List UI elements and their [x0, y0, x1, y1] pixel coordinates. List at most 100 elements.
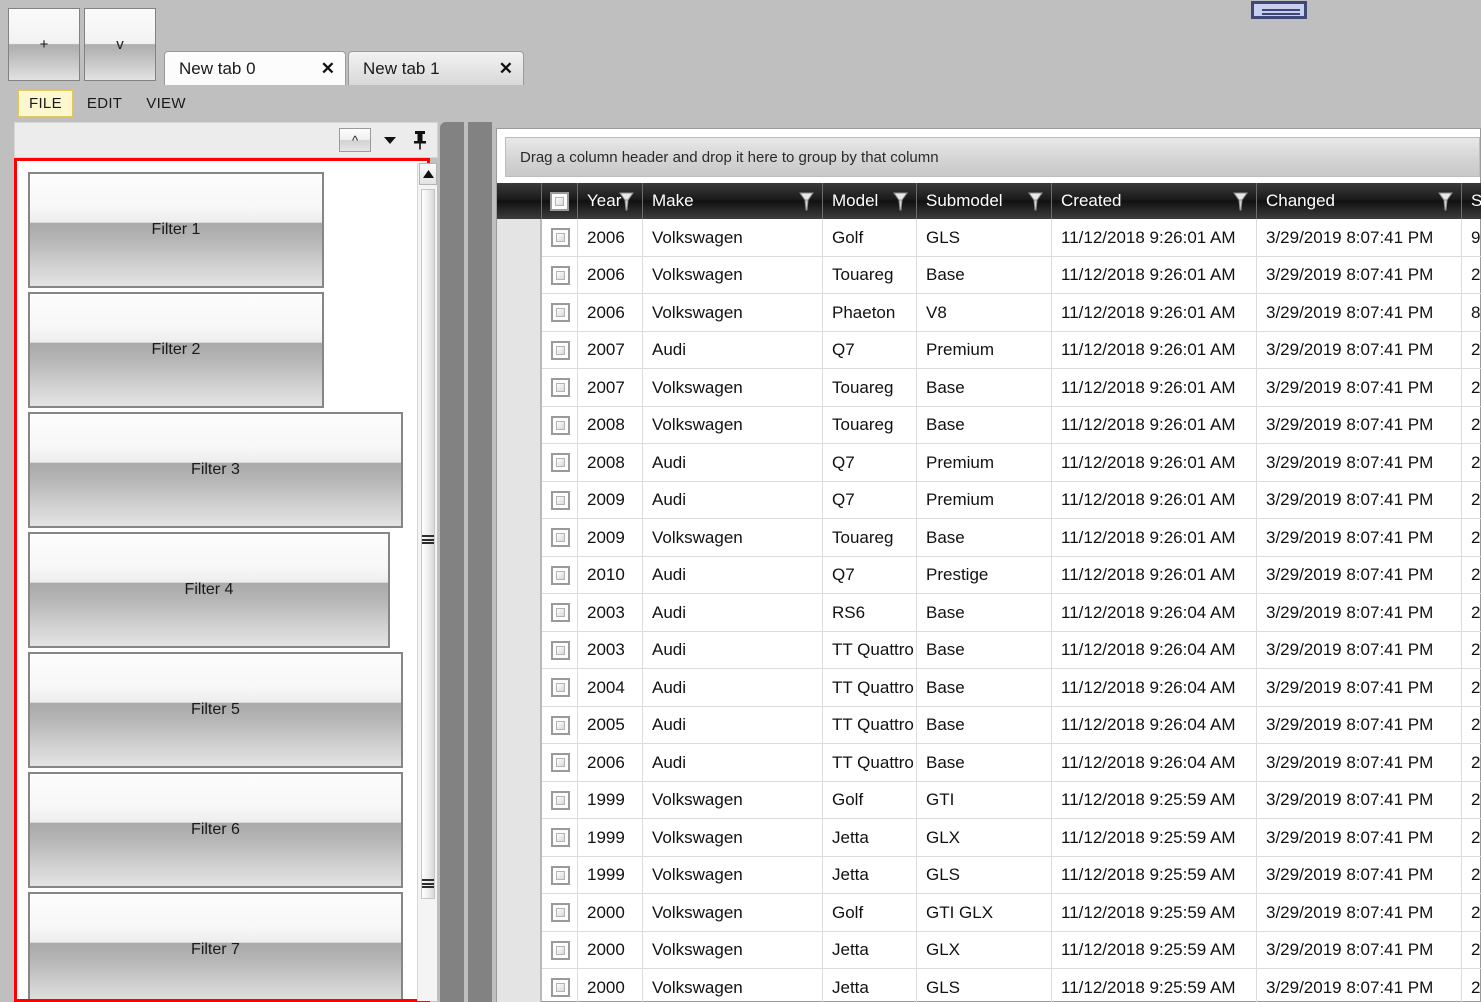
row-indicator[interactable]	[497, 631, 542, 669]
table-row[interactable]: 1999 Volkswagen Golf GTI 11/12/2018 9:25:59 …	[497, 781, 1481, 819]
menu-item-edit[interactable]: EDIT	[86, 95, 123, 112]
grid-header-select[interactable]	[542, 183, 578, 219]
splitter-left[interactable]	[440, 122, 464, 1002]
row-checkbox[interactable]	[551, 453, 570, 473]
row-indicator[interactable]	[497, 856, 542, 894]
row-indicator[interactable]	[497, 519, 542, 557]
row-indicator[interactable]	[497, 931, 542, 969]
table-row[interactable]: 2005 Audi TT Quattro Base 11/12/2018 9:26:04…	[497, 706, 1481, 744]
row-checkbox[interactable]	[551, 265, 570, 285]
row-select-cell[interactable]	[542, 669, 578, 707]
row-checkbox[interactable]	[551, 753, 570, 773]
tab-new-tab-1[interactable]: New tab 1 ✕	[348, 51, 524, 85]
filter-button-2[interactable]: Filter 2	[28, 292, 324, 408]
row-checkbox[interactable]	[551, 678, 570, 698]
row-checkbox[interactable]	[551, 490, 570, 510]
row-checkbox[interactable]	[551, 378, 570, 398]
group-by-drop-area[interactable]: Drag a column header and drop it here to…	[505, 137, 1480, 177]
row-indicator[interactable]	[497, 594, 542, 632]
grid-header-indicator[interactable]	[497, 183, 542, 219]
row-select-cell[interactable]	[542, 406, 578, 444]
row-checkbox[interactable]	[551, 228, 570, 248]
table-row[interactable]: 2003 Audi RS6 Base 11/12/2018 9:26:04 AM 3/29…	[497, 594, 1481, 632]
row-indicator[interactable]	[497, 406, 542, 444]
grid-header-changed[interactable]: Changed	[1257, 183, 1462, 219]
table-row[interactable]: 2006 Volkswagen Touareg Base 11/12/2018 9:26…	[497, 256, 1481, 294]
row-select-cell[interactable]	[542, 744, 578, 782]
menu-item-view[interactable]: VIEW	[146, 95, 186, 112]
filter-funnel-icon[interactable]	[799, 192, 814, 211]
row-select-cell[interactable]	[542, 519, 578, 557]
row-select-cell[interactable]	[542, 781, 578, 819]
table-row[interactable]: 2009 Volkswagen Touareg Base 11/12/2018 9:26…	[497, 519, 1481, 557]
table-row[interactable]: 2000 Volkswagen Jetta GLS 11/12/2018 9:25:59…	[497, 969, 1481, 1002]
row-checkbox[interactable]	[551, 715, 570, 735]
filter-panel-scrollbar[interactable]	[417, 163, 437, 1001]
row-indicator[interactable]	[497, 744, 542, 782]
row-indicator[interactable]	[497, 369, 542, 407]
row-indicator[interactable]	[497, 894, 542, 932]
row-checkbox[interactable]	[551, 903, 570, 923]
add-tab-button[interactable]: +	[8, 8, 80, 81]
row-select-cell[interactable]	[542, 931, 578, 969]
row-indicator[interactable]	[497, 556, 542, 594]
row-select-cell[interactable]	[542, 294, 578, 332]
row-indicator[interactable]	[497, 819, 542, 857]
row-indicator[interactable]	[497, 219, 542, 257]
scrollbar-thumb[interactable]	[421, 189, 435, 899]
filter-funnel-icon[interactable]	[1438, 192, 1453, 211]
grid-header-created[interactable]: Created	[1052, 183, 1257, 219]
row-select-cell[interactable]	[542, 444, 578, 482]
row-checkbox[interactable]	[551, 790, 570, 810]
filter-button-3[interactable]: Filter 3	[28, 412, 403, 528]
filter-funnel-icon[interactable]	[1233, 192, 1248, 211]
table-row[interactable]: 2008 Audi Q7 Premium 11/12/2018 9:26:01 AM 3/…	[497, 444, 1481, 482]
row-checkbox[interactable]	[551, 528, 570, 548]
row-checkbox[interactable]	[551, 865, 570, 885]
grid-header-year[interactable]: Year	[578, 183, 643, 219]
row-checkbox[interactable]	[551, 415, 570, 435]
menu-item-file[interactable]: FILE	[18, 90, 73, 117]
filter-button-4[interactable]: Filter 4	[28, 532, 390, 648]
row-checkbox[interactable]	[551, 340, 570, 360]
select-all-checkbox[interactable]	[550, 191, 569, 211]
table-row[interactable]: 1999 Volkswagen Jetta GLX 11/12/2018 9:25:59…	[497, 819, 1481, 857]
row-checkbox[interactable]	[551, 828, 570, 848]
chevron-down-icon[interactable]	[381, 136, 399, 144]
table-row[interactable]: 2007 Volkswagen Touareg Base 11/12/2018 9:26…	[497, 369, 1481, 407]
close-icon[interactable]: ✕	[320, 59, 335, 78]
row-select-cell[interactable]	[542, 556, 578, 594]
row-checkbox[interactable]	[551, 603, 570, 623]
filter-button-7[interactable]: Filter 7	[28, 892, 403, 999]
table-row[interactable]: 2006 Volkswagen Golf GLS 11/12/2018 9:26:01 …	[497, 219, 1481, 257]
row-select-cell[interactable]	[542, 256, 578, 294]
row-checkbox[interactable]	[551, 978, 570, 998]
row-select-cell[interactable]	[542, 819, 578, 857]
tab-new-tab-0[interactable]: New tab 0 ✕	[164, 51, 346, 85]
row-indicator[interactable]	[497, 294, 542, 332]
row-select-cell[interactable]	[542, 856, 578, 894]
row-checkbox[interactable]	[551, 565, 570, 585]
grid-header-model[interactable]: Model	[823, 183, 917, 219]
table-row[interactable]: 2006 Audi TT Quattro Base 11/12/2018 9:26:04…	[497, 744, 1481, 782]
row-indicator[interactable]	[497, 669, 542, 707]
filter-button-6[interactable]: Filter 6	[28, 772, 403, 888]
filter-funnel-icon[interactable]	[619, 192, 634, 211]
row-checkbox[interactable]	[551, 940, 570, 960]
row-select-cell[interactable]	[542, 219, 578, 257]
grid-header-extra[interactable]: S	[1462, 183, 1481, 219]
table-row[interactable]: 2006 Volkswagen Phaeton V8 11/12/2018 9:26:0…	[497, 294, 1481, 332]
filter-funnel-icon[interactable]	[893, 192, 908, 211]
row-select-cell[interactable]	[542, 894, 578, 932]
row-indicator[interactable]	[497, 444, 542, 482]
table-row[interactable]: 2003 Audi TT Quattro Base 11/12/2018 9:26:04…	[497, 631, 1481, 669]
row-select-cell[interactable]	[542, 481, 578, 519]
tab-menu-button[interactable]: v	[84, 8, 156, 81]
row-select-cell[interactable]	[542, 706, 578, 744]
row-select-cell[interactable]	[542, 594, 578, 632]
row-indicator[interactable]	[497, 969, 542, 1002]
table-row[interactable]: 2000 Volkswagen Golf GTI GLX 11/12/2018 9:25…	[497, 894, 1481, 932]
row-select-cell[interactable]	[542, 331, 578, 369]
filter-funnel-icon[interactable]	[1028, 192, 1043, 211]
row-indicator[interactable]	[497, 706, 542, 744]
